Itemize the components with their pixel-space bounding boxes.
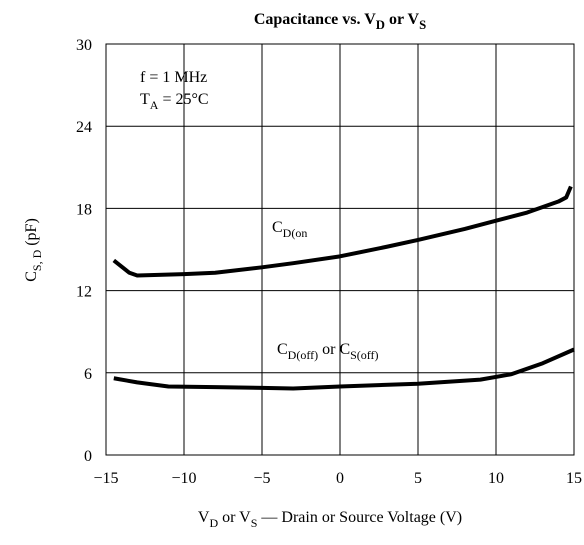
- series-line: [112, 185, 573, 278]
- y-tick-label: 24: [76, 119, 92, 136]
- text-part: — Drain or Source Voltage (V): [257, 509, 462, 526]
- text-part: f = 1 MHz: [140, 69, 207, 86]
- text-part: or V: [218, 509, 251, 526]
- text-part: = 25°C: [158, 91, 208, 108]
- x-tick-label: 0: [336, 470, 344, 487]
- y-tick-label: 30: [76, 37, 92, 54]
- x-tick-label: −10: [171, 470, 196, 487]
- y-axis-label: CS, D (pF): [23, 218, 44, 282]
- subscript: S: [251, 516, 258, 530]
- text-part: Capacitance vs. V: [254, 11, 376, 28]
- y-tick-label: 6: [84, 366, 92, 383]
- subscript: S: [419, 18, 426, 32]
- series-line: [113, 347, 575, 391]
- x-tick-label: 5: [414, 470, 422, 487]
- y-tick-label: 12: [76, 284, 92, 301]
- subscript: S(off): [350, 348, 378, 362]
- series-label: CD(off) or CS(off): [277, 341, 379, 362]
- text-part: T: [140, 91, 150, 108]
- x-tick-label: 10: [488, 470, 504, 487]
- x-axis-label: VD or VS — Drain or Source Voltage (V): [198, 509, 462, 530]
- annotation: f = 1 MHz: [140, 69, 207, 86]
- text-part: or V: [385, 11, 420, 28]
- x-tick-label: −15: [93, 470, 118, 487]
- y-tick-label: 18: [76, 201, 92, 218]
- subscript: D: [209, 516, 218, 530]
- text-part: or C: [318, 341, 350, 358]
- x-tick-label: 15: [566, 470, 582, 487]
- y-tick-label: 0: [84, 448, 92, 465]
- chart-title: Capacitance vs. VD or VS: [254, 11, 426, 32]
- annotation: TA = 25°C: [140, 91, 209, 112]
- text-part: (pF): [23, 218, 40, 250]
- subscript: A: [150, 98, 159, 112]
- text-part: C: [272, 219, 283, 236]
- x-tick-label: −5: [253, 470, 270, 487]
- text-part: C: [23, 271, 40, 282]
- subscript: S, D: [30, 249, 44, 271]
- subscript: D(off): [288, 348, 318, 362]
- text-part: V: [198, 509, 210, 526]
- text-part: C: [277, 341, 288, 358]
- series-label: CD(on: [272, 219, 307, 240]
- subscript: D(on: [283, 226, 308, 240]
- subscript: D: [376, 18, 385, 32]
